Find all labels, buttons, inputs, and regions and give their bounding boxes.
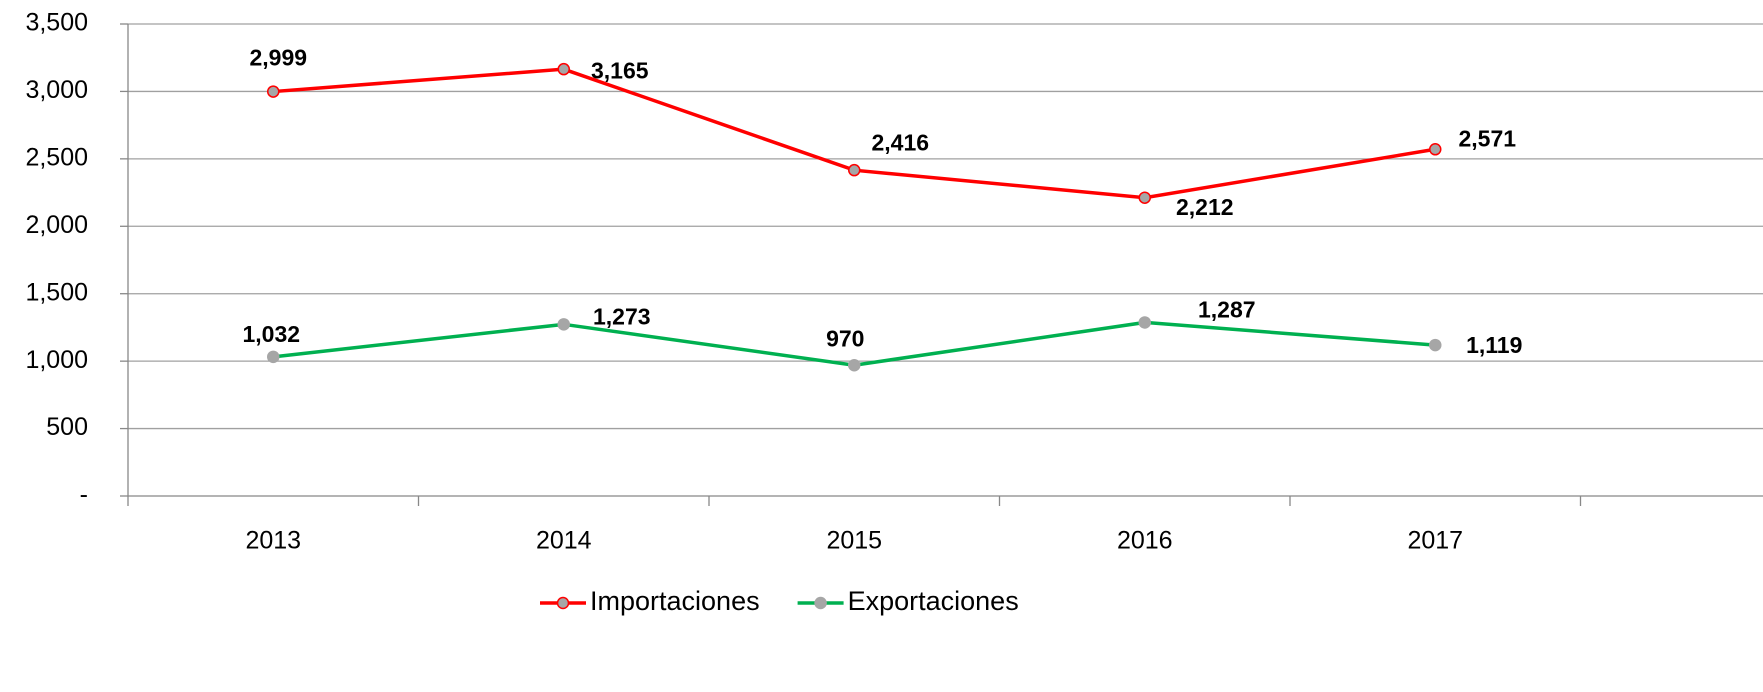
point	[1429, 338, 1442, 352]
data-label: 1,119	[1466, 332, 1522, 358]
legend-label: Exportaciones	[848, 586, 1019, 616]
x-tick-label: 2015	[826, 527, 882, 555]
data-label: 1,273	[593, 303, 651, 329]
data-label: 970	[826, 325, 864, 351]
x-tick-label: 2013	[245, 527, 301, 555]
point	[1138, 316, 1151, 329]
point	[1429, 143, 1442, 156]
legend-marker	[556, 596, 570, 610]
point	[1138, 191, 1151, 204]
x-tick-label: 2016	[1117, 527, 1173, 555]
y-tick-label: 2,000	[25, 211, 88, 239]
y-tick-label: 2,500	[25, 143, 88, 171]
data-label: 2,571	[1458, 125, 1516, 151]
data-label: 2,999	[249, 45, 307, 71]
data-label: 1,032	[242, 321, 300, 347]
point	[557, 62, 570, 76]
legend-marker	[814, 596, 827, 610]
point	[267, 350, 280, 364]
legend-label: Importaciones	[590, 586, 760, 616]
point	[848, 358, 861, 372]
y-tick-label: 1,000	[25, 346, 88, 374]
point	[267, 85, 280, 98]
data-label: 2,416	[871, 129, 929, 155]
y-tick-label: 1,500	[25, 278, 88, 306]
x-tick-label: 2014	[536, 527, 592, 555]
data-label: 1,287	[1198, 297, 1256, 323]
series-line	[273, 67, 1436, 200]
point	[557, 318, 570, 331]
y-tick-label: -	[80, 481, 88, 509]
data-label: 2,212	[1176, 194, 1234, 220]
x-tick-label: 2017	[1407, 527, 1463, 555]
y-tick-label: 3,500	[25, 9, 88, 37]
point	[848, 163, 861, 177]
y-tick-label: 500	[46, 413, 88, 441]
data-label: 3,165	[591, 57, 649, 83]
y-tick-label: 3,000	[25, 76, 88, 104]
